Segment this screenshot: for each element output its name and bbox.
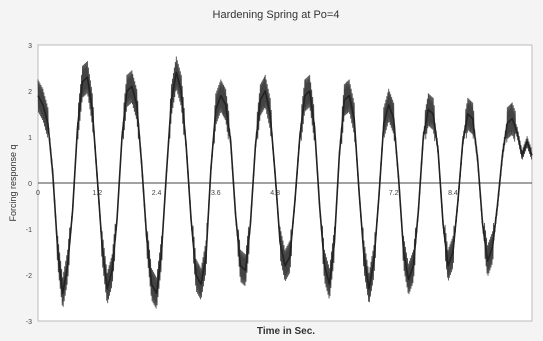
x-tick-label: 0 (36, 190, 40, 197)
x-tick-label: 1.2 (92, 190, 102, 197)
x-tick-label: 2.4 (152, 190, 162, 197)
x-axis-label: Time in Sec. (257, 326, 315, 337)
y-axis-ticks: 3 2 1 0 -1 -2 -3 (26, 43, 32, 326)
y-tick-label: 2 (28, 89, 32, 96)
x-tick-label: 4.8 (270, 190, 280, 197)
x-tick-label: 3.6 (211, 190, 221, 197)
x-tick-label: 7.2 (389, 190, 399, 197)
x-tick-label: 8.4 (448, 190, 458, 197)
series-group (37, 56, 533, 309)
y-tick-label: -3 (26, 319, 32, 326)
y-axis-label: Forcing response q (8, 144, 18, 221)
y-tick-label: -2 (26, 273, 32, 280)
y-tick-label: 1 (28, 135, 32, 142)
x-axis-ticks: 0 1.2 2.4 3.6 4.8 7.2 8.4 (36, 190, 458, 197)
chart-title: Hardening Spring at Po=4 (213, 9, 340, 21)
y-tick-label: 3 (28, 43, 32, 50)
series-oscillation-trace (37, 56, 532, 309)
y-tick-label: -1 (26, 227, 32, 234)
y-tick-label: 0 (28, 181, 32, 188)
